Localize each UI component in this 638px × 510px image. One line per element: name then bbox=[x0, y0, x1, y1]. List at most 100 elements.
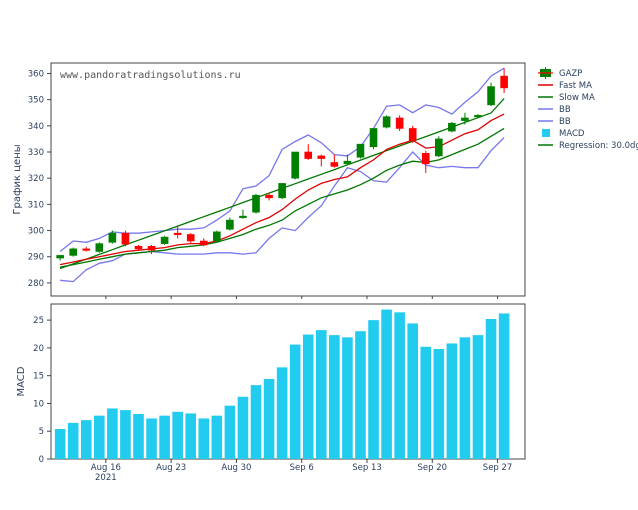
candle bbox=[134, 244, 143, 251]
candle bbox=[421, 150, 430, 173]
legend-item[interactable]: BB bbox=[538, 105, 571, 115]
candle-body-down bbox=[134, 245, 143, 250]
candle-body-down bbox=[121, 232, 130, 245]
legend-swatch bbox=[542, 129, 550, 137]
candle bbox=[239, 209, 247, 219]
candle bbox=[95, 242, 104, 253]
candle bbox=[121, 230, 130, 247]
candle-body-down bbox=[199, 240, 208, 246]
candle-body-up bbox=[213, 231, 221, 242]
price-y-tick-label: 310 bbox=[28, 200, 44, 210]
macd-y-tick-label: 20 bbox=[33, 344, 44, 354]
legend-item[interactable]: BB bbox=[538, 117, 571, 127]
candle-body-down bbox=[317, 155, 326, 159]
candle bbox=[173, 225, 182, 239]
candle bbox=[435, 136, 443, 158]
macd-bar bbox=[342, 337, 353, 459]
legend-item[interactable]: GAZP bbox=[538, 67, 582, 79]
legend-label: Fast MA bbox=[559, 81, 592, 91]
candle bbox=[343, 154, 352, 166]
candle bbox=[369, 128, 378, 150]
macd-bar bbox=[394, 312, 405, 459]
candle bbox=[474, 114, 482, 118]
macd-bar bbox=[485, 319, 497, 459]
candle bbox=[252, 193, 260, 214]
macd-y-axis-title: MACD bbox=[16, 366, 27, 396]
candle bbox=[330, 154, 339, 168]
candle bbox=[186, 233, 195, 244]
legend-label: BB bbox=[559, 117, 571, 127]
macd-bar bbox=[381, 309, 392, 459]
x-tick-label: Aug 23 bbox=[156, 463, 186, 473]
candle-body-up bbox=[369, 128, 378, 148]
macd-bar bbox=[94, 415, 105, 459]
legend-item[interactable]: Regression: 30.0dg bbox=[538, 141, 638, 151]
legend-label: GAZP bbox=[559, 69, 582, 79]
candle bbox=[213, 230, 221, 243]
legend-item[interactable]: MACD bbox=[542, 129, 585, 139]
candle-body-up bbox=[160, 236, 169, 244]
macd-bar bbox=[54, 429, 66, 459]
candle-body-down bbox=[186, 234, 195, 242]
price-y-tick-label: 280 bbox=[28, 279, 44, 289]
macd-bar bbox=[446, 343, 458, 459]
macd-bar bbox=[368, 320, 379, 459]
candle-body-down bbox=[408, 128, 417, 141]
macd-bar bbox=[289, 344, 301, 459]
macd-bar bbox=[67, 422, 79, 459]
candle-body-up bbox=[435, 138, 443, 157]
candle-body-up bbox=[69, 248, 77, 256]
macd-bar bbox=[276, 367, 288, 459]
candle bbox=[199, 238, 208, 247]
macd-bar bbox=[120, 410, 131, 459]
candle-body-up bbox=[448, 122, 456, 132]
price-y-ticks: 280 290 300 310 320 330 340 350 360 bbox=[28, 69, 51, 289]
candle-body-up bbox=[278, 183, 286, 199]
legend: GAZP Fast MA Slow MA BB BB MACD Regression: 30… bbox=[538, 67, 638, 151]
candle bbox=[160, 235, 169, 245]
macd-bar bbox=[498, 313, 510, 459]
macd-bar bbox=[159, 415, 170, 459]
macd-bar bbox=[420, 346, 432, 459]
price-plot-frame bbox=[50, 62, 526, 297]
macd-bar bbox=[263, 379, 275, 459]
x-tick-sublabel: 2021 bbox=[95, 473, 117, 483]
legend-label: MACD bbox=[559, 129, 585, 139]
slow-ma-line bbox=[59, 127, 505, 268]
candle-body-up bbox=[108, 232, 117, 243]
legend-item[interactable]: Fast MA bbox=[538, 81, 592, 91]
candle-body-up bbox=[239, 215, 247, 218]
macd-bar bbox=[185, 413, 197, 459]
macd-bar bbox=[198, 418, 210, 459]
macd-bar bbox=[172, 411, 183, 459]
watermark: www.pandoratradingsolutions.ru bbox=[60, 70, 241, 81]
legend-item[interactable]: Slow MA bbox=[538, 93, 595, 103]
candle bbox=[265, 192, 273, 201]
candle bbox=[448, 121, 456, 133]
price-y-tick-label: 320 bbox=[28, 174, 44, 184]
candle bbox=[82, 246, 91, 252]
legend-label: Slow MA bbox=[559, 93, 595, 103]
candle bbox=[226, 217, 234, 231]
candle-body-up bbox=[343, 160, 352, 165]
macd-bar bbox=[433, 349, 445, 459]
bb-upper-line bbox=[59, 67, 505, 253]
candle bbox=[56, 255, 64, 261]
macd-bar bbox=[133, 414, 144, 459]
macd-y-tick-label: 25 bbox=[33, 316, 44, 326]
candle-body-up bbox=[382, 116, 391, 128]
candle-body-down bbox=[421, 153, 430, 165]
candle bbox=[278, 183, 286, 200]
macd-bar bbox=[459, 337, 471, 459]
candle-body-up bbox=[487, 86, 495, 106]
macd-bar bbox=[355, 331, 366, 459]
candle-body-down bbox=[500, 75, 508, 89]
macd-bar bbox=[211, 415, 223, 459]
candle bbox=[356, 143, 365, 159]
candle bbox=[408, 125, 417, 143]
candle-body-up bbox=[461, 117, 469, 121]
x-tick-label: Aug 30 bbox=[221, 463, 251, 473]
candle bbox=[304, 144, 313, 160]
x-tick-label: Sep 27 bbox=[483, 463, 513, 473]
macd-y-ticks: 0 5 10 15 20 25 bbox=[33, 316, 51, 465]
